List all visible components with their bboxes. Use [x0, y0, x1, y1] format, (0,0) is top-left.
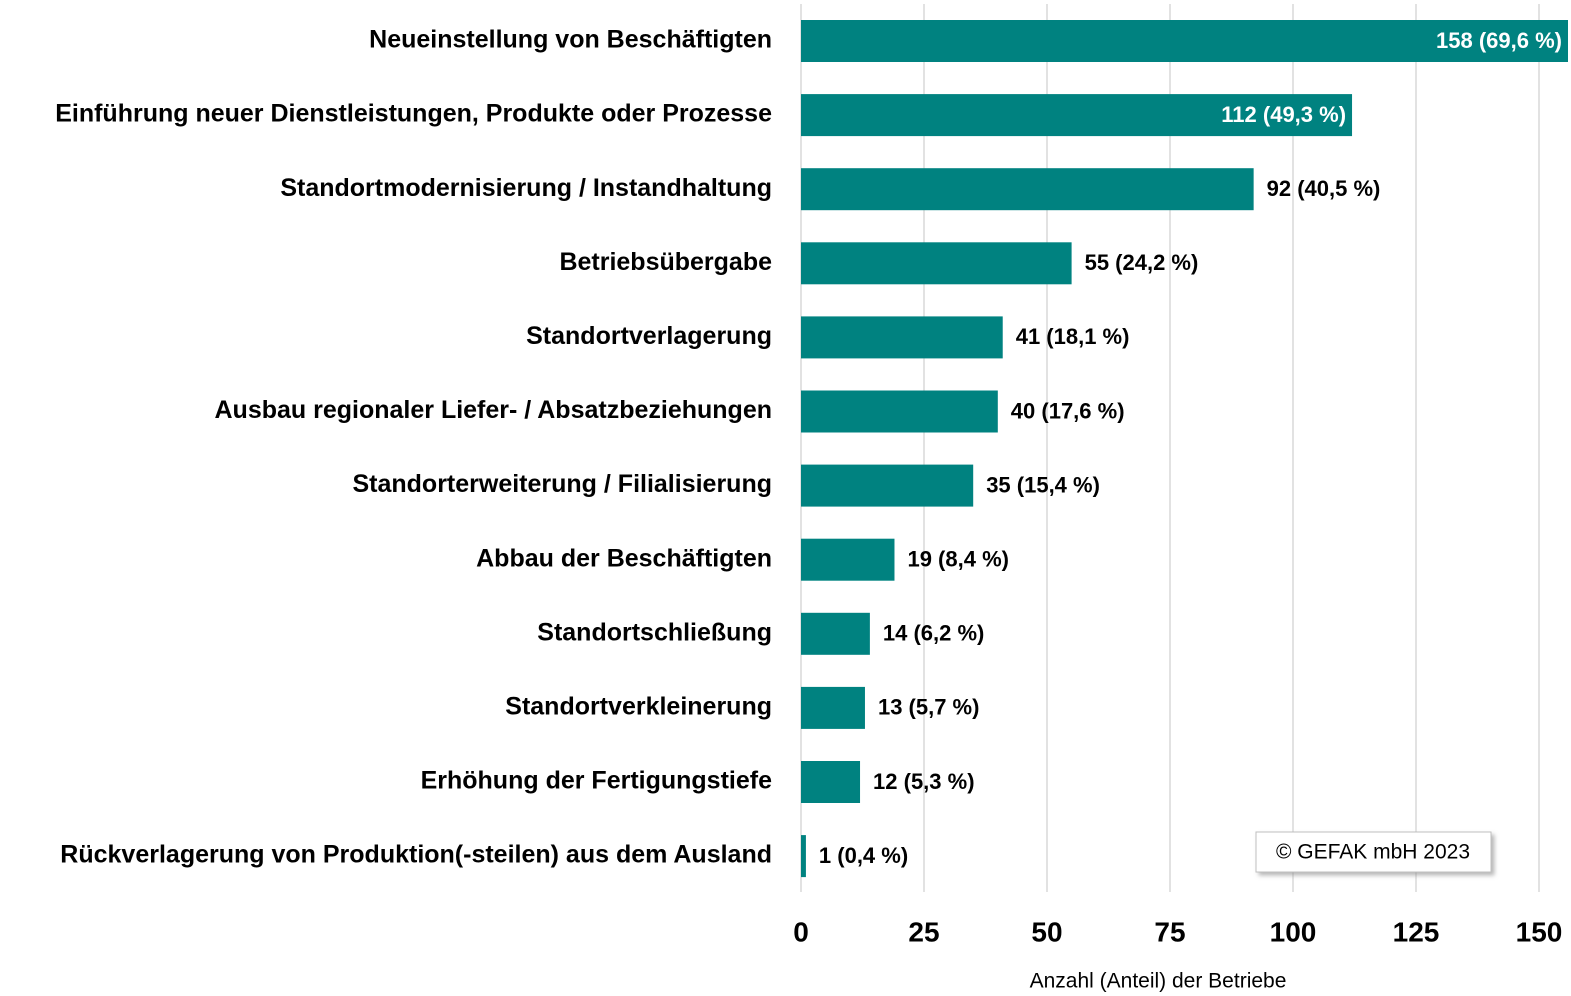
value-label: 112 (49,3 %)	[1221, 102, 1346, 127]
annotation-box	[1255, 831, 1492, 873]
category-label: Einführung neuer Dienstleistungen, Produ…	[55, 100, 772, 128]
category-label: Standortverkleinerung	[505, 693, 772, 721]
value-label: 92 (40,5 %)	[1267, 176, 1381, 201]
value-label: 40 (17,6 %)	[1011, 398, 1125, 423]
bar	[801, 316, 1003, 359]
grid	[800, 4, 1540, 892]
x-tick-label: 125	[1393, 916, 1440, 947]
category-label: Standorterweiterung / Filialisierung	[352, 470, 772, 498]
x-tick-label: 100	[1270, 916, 1317, 947]
category-label: Standortschließung	[537, 618, 772, 646]
value-label: 158 (69,6 %)	[1436, 28, 1562, 53]
value-label: 13 (5,7 %)	[878, 695, 980, 720]
category-label: Rückverlagerung von Produktion(-steilen)…	[60, 841, 772, 869]
bar	[801, 686, 865, 729]
bar	[801, 168, 1254, 211]
x-tick-label: 50	[1031, 916, 1062, 947]
value-label: 12 (5,3 %)	[873, 769, 975, 794]
value-label: 35 (15,4 %)	[986, 472, 1100, 497]
x-tick-label: 0	[793, 916, 809, 947]
x-axis-label: Anzahl (Anteil) der Betriebe	[1030, 970, 1287, 993]
bar	[801, 612, 870, 655]
bar	[801, 835, 806, 878]
bar	[801, 20, 1568, 62]
value-label: 41 (18,1 %)	[1016, 324, 1130, 349]
x-tick-label: 25	[908, 916, 939, 947]
value-label: 1 (0,4 %)	[819, 843, 908, 868]
x-tick-label: 75	[1154, 916, 1185, 947]
category-label: Abbau der Beschäftigten	[476, 544, 772, 572]
bars	[801, 20, 1568, 878]
bar	[801, 761, 861, 803]
category-label: Standortmodernisierung / Instandhaltung	[280, 174, 772, 202]
bar	[801, 390, 998, 433]
bar	[801, 464, 974, 507]
bar	[801, 242, 1072, 285]
x-tick-label: 150	[1516, 916, 1563, 947]
value-label: 19 (8,4 %)	[907, 547, 1009, 572]
category-label: Erhöhung der Fertigungstiefe	[421, 767, 772, 795]
category-label: Neueinstellung von Beschäftigten	[369, 26, 772, 54]
value-label: 14 (6,2 %)	[883, 621, 985, 646]
category-label: Ausbau regionaler Liefer- / Absatzbezieh…	[215, 396, 773, 424]
bar	[801, 538, 895, 581]
bar	[801, 94, 1353, 137]
annotation: © GEFAK mbH 2023	[1276, 841, 1470, 864]
category-label: Betriebsübergabe	[559, 248, 772, 276]
category-label: Standortverlagerung	[526, 322, 772, 350]
value-label: 55 (24,2 %)	[1085, 250, 1199, 275]
